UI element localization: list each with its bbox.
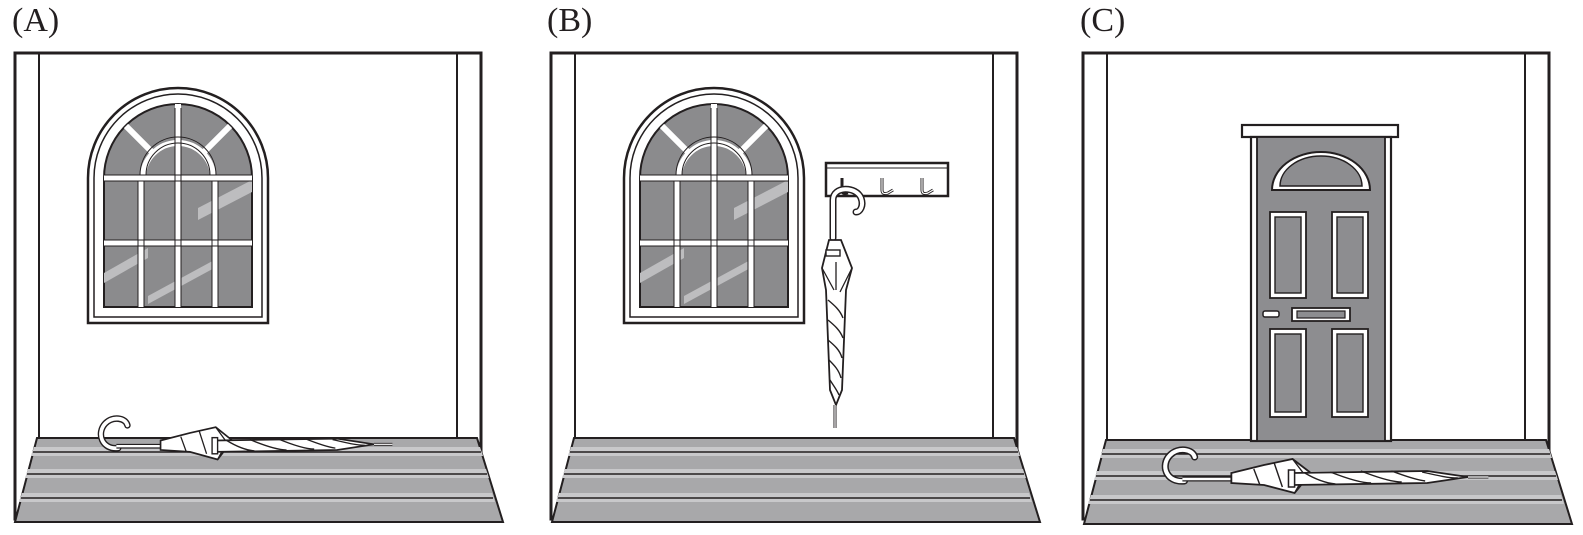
panel-b-arched-window <box>624 88 804 323</box>
panel-c-front-door <box>1240 123 1400 443</box>
panel-a-arched-window <box>88 88 268 323</box>
panel-b-label: (B) <box>547 2 593 39</box>
panel-c <box>1081 51 1573 525</box>
panel-b-umbrella <box>821 185 866 428</box>
panel-c-label: (C) <box>1080 2 1126 39</box>
panel-a <box>13 51 504 523</box>
panel-b-coat-hook-rack <box>824 161 950 198</box>
panel-a-label: (A) <box>12 2 60 39</box>
panel-b <box>549 51 1041 523</box>
panel-b-floor <box>551 437 1041 523</box>
